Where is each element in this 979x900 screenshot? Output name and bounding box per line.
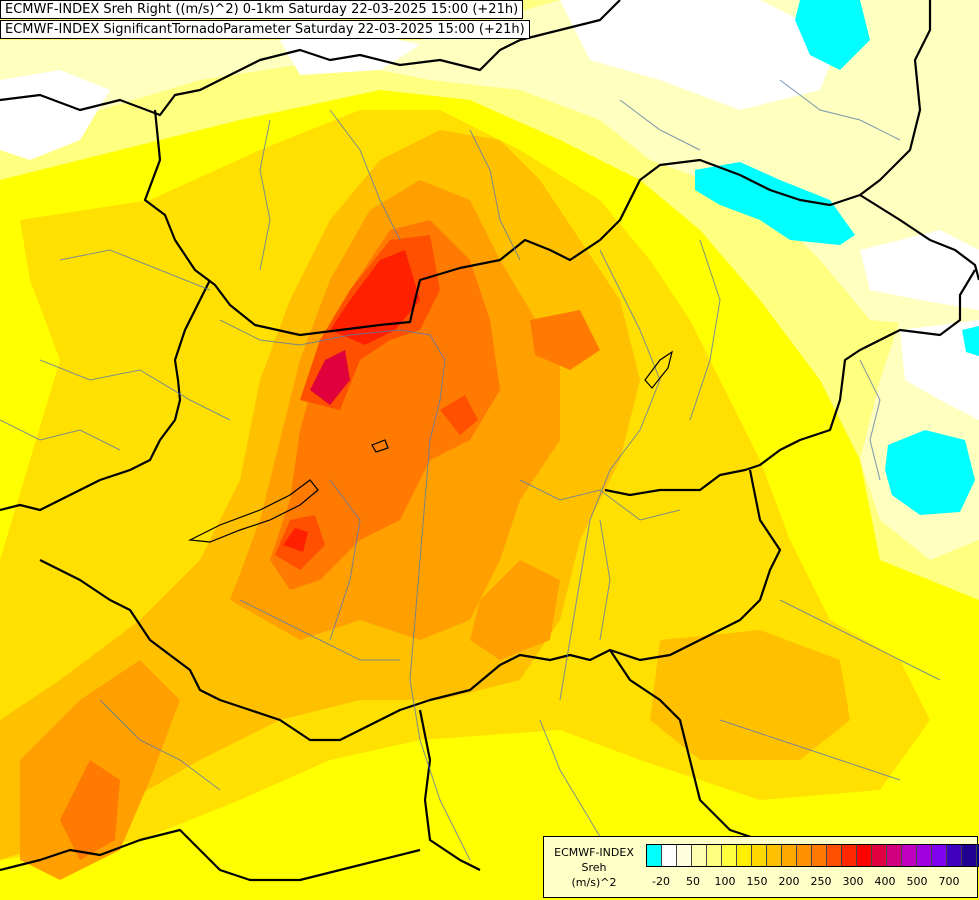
legend-label: ECMWF-INDEX Sreh (m/s)^2 (544, 845, 644, 890)
amber-region-east (650, 630, 850, 760)
legend-swatch (722, 845, 737, 866)
legend-variable: Sreh (581, 861, 607, 874)
region-line-5 (689, 239, 721, 421)
orange-region-south (470, 560, 560, 660)
low-helicity-areas (0, 0, 979, 560)
lake-small-1 (371, 439, 389, 453)
legend-tick: 500 (906, 875, 928, 888)
dark-orange-region-sw (60, 760, 120, 860)
legend-swatch (932, 845, 947, 866)
legend-tick: 100 (714, 875, 736, 888)
border-cz-sk (143, 0, 932, 337)
region-line-4 (469, 129, 521, 261)
legend-tick: 300 (842, 875, 864, 888)
cyan-blob-east (885, 430, 975, 515)
white-area-north (280, 30, 420, 75)
legend-tick: 50 (686, 875, 700, 888)
white-area-northeast (560, 0, 840, 110)
lake-small-2 (644, 350, 673, 389)
legend-tick: 250 (810, 875, 832, 888)
region-line-12 (719, 719, 901, 781)
region-line-16 (619, 99, 701, 151)
cyan-blob-northeast (695, 162, 855, 245)
legend-tick: -20 (652, 875, 670, 888)
legend-swatch (977, 845, 979, 866)
legend-swatch (842, 845, 857, 866)
legend-tick: 400 (874, 875, 896, 888)
legend-swatch (947, 845, 962, 866)
legend-swatch (902, 845, 917, 866)
red-core (330, 250, 420, 345)
legend-swatch (662, 845, 677, 866)
legend-swatch (827, 845, 842, 866)
red-core-2 (283, 528, 308, 552)
region-line-2 (39, 359, 231, 421)
river-tisza (559, 249, 661, 701)
crimson-core (310, 350, 350, 405)
map-title-line-1: ECMWF-INDEX Sreh Right ((m/s)^2) 0-1km S… (0, 0, 524, 19)
border-pl-east (519, 0, 621, 42)
border-ua-ro (604, 269, 976, 497)
map-title-line-2: ECMWF-INDEX SignificantTornadoParameter … (0, 20, 530, 39)
negative-helicity-areas (0, 0, 979, 515)
legend-swatch (962, 845, 977, 866)
region-line-8 (599, 519, 611, 641)
dark-orange-region-east (530, 310, 600, 370)
legend-tick: 150 (746, 875, 768, 888)
border-at-hu (0, 279, 211, 512)
region-line-15 (779, 79, 901, 141)
river-danube (219, 319, 471, 861)
legend-swatch (917, 845, 932, 866)
legend-swatch (737, 845, 752, 866)
legend-swatch (887, 845, 902, 866)
legend-swatch (677, 845, 692, 866)
legend-swatch (812, 845, 827, 866)
legend-tick: 700 (938, 875, 960, 888)
cyan-blob-east-small (962, 326, 979, 356)
lake-balaton (187, 479, 319, 543)
region-line-3 (329, 109, 401, 241)
legend-swatch (647, 845, 662, 866)
legend-swatch (857, 845, 872, 866)
region-lines (0, 79, 941, 871)
region-line-11 (779, 599, 941, 681)
cyan-blob-top (795, 0, 870, 70)
border-hr-rs (418, 709, 481, 871)
legend-color-scale (646, 844, 979, 867)
border-sk-ua (859, 194, 979, 281)
legend-unit: (m/s)^2 (571, 876, 617, 889)
region-line-6 (259, 119, 271, 271)
legend-swatch (752, 845, 767, 866)
region-line-17 (0, 419, 121, 451)
border-hu-ro (39, 469, 782, 742)
legend-swatch (692, 845, 707, 866)
border-hr-ba (0, 828, 421, 882)
legend-swatch (797, 845, 812, 866)
legend-tick-labels: -20 50 100 150 200 250 300 400 500 700 (639, 875, 969, 891)
region-line-18 (859, 359, 881, 481)
legend-swatch (707, 845, 722, 866)
legend-swatch (872, 845, 887, 866)
color-legend: ECMWF-INDEX Sreh (m/s)^2 -20 50 100 150 200 2… (543, 836, 979, 898)
region-line-1 (59, 249, 211, 291)
border-cz-pl (0, 39, 521, 117)
legend-source: ECMWF-INDEX (554, 846, 634, 859)
legend-swatch (767, 845, 782, 866)
region-line-10 (239, 599, 400, 661)
legend-swatch (782, 845, 797, 866)
region-line-7 (519, 479, 681, 521)
lakes (187, 350, 673, 543)
white-area-northwest (0, 70, 110, 160)
white-area-east (900, 320, 979, 420)
region-line-14 (99, 699, 221, 791)
red-orange-region-3 (440, 395, 478, 435)
region-line-9 (329, 479, 361, 641)
white-area-ne2 (860, 230, 979, 310)
dark-orange-region (270, 220, 500, 590)
legend-tick: 200 (778, 875, 800, 888)
